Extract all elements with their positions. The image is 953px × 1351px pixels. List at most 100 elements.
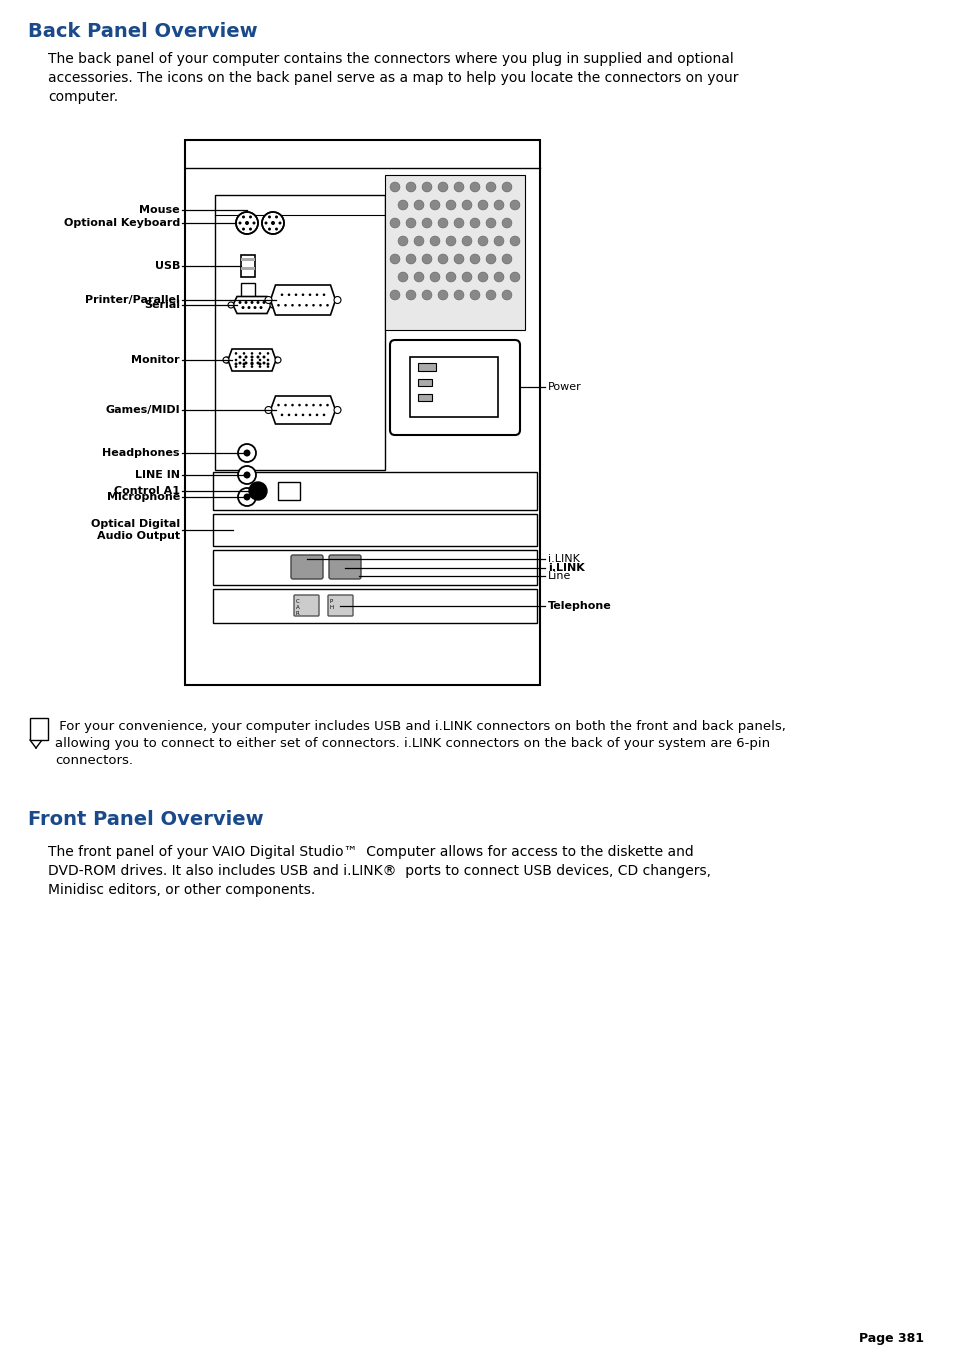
Circle shape [326,404,329,407]
Circle shape [485,290,496,300]
Circle shape [470,182,479,192]
Circle shape [430,236,439,246]
Circle shape [267,365,269,367]
Circle shape [414,236,423,246]
FancyBboxPatch shape [294,594,318,616]
Circle shape [461,236,472,246]
Circle shape [234,353,237,355]
Bar [241,255,254,277]
Circle shape [485,218,496,228]
Text: i.LINK: i.LINK [547,563,584,573]
Circle shape [242,353,245,355]
Circle shape [234,365,237,367]
Circle shape [224,357,230,363]
Circle shape [242,227,245,231]
Bar [417,380,432,386]
Circle shape [319,304,321,307]
Circle shape [454,290,463,300]
Bar [241,267,254,270]
Circle shape [251,355,253,358]
Circle shape [244,362,247,365]
Circle shape [390,218,399,228]
Circle shape [322,413,325,416]
Circle shape [253,307,256,309]
Text: Line: Line [547,571,571,581]
Circle shape [242,365,245,367]
Circle shape [334,296,340,304]
Bar [385,176,524,330]
Circle shape [262,212,284,234]
Circle shape [430,272,439,282]
Text: Printer/Parallel: Printer/Parallel [85,295,180,305]
Circle shape [268,227,271,231]
Circle shape [271,222,274,226]
Circle shape [437,290,448,300]
Text: P
H: P H [330,598,334,609]
Circle shape [238,362,241,365]
Circle shape [256,355,259,358]
Polygon shape [233,296,271,313]
Circle shape [421,254,432,263]
Circle shape [501,254,512,263]
Circle shape [309,293,311,296]
Circle shape [319,404,321,407]
Circle shape [305,404,308,407]
Circle shape [326,304,329,307]
Circle shape [253,222,255,224]
Bar [185,141,539,685]
Circle shape [265,296,272,304]
Circle shape [414,272,423,282]
Circle shape [251,301,253,304]
Circle shape [270,303,275,308]
Bar [417,394,432,401]
Circle shape [291,404,294,407]
FancyBboxPatch shape [328,594,353,616]
Bar [214,195,385,470]
Circle shape [251,362,253,365]
Text: i.LINK: i.LINK [547,554,579,563]
Text: Optical Digital
Audio Output: Optical Digital Audio Output [91,519,180,540]
Circle shape [501,290,512,300]
Circle shape [259,307,262,309]
Circle shape [274,227,277,231]
Circle shape [249,227,252,231]
Circle shape [406,254,416,263]
Text: Optional Keyboard: Optional Keyboard [64,218,180,228]
Circle shape [494,272,503,282]
Circle shape [284,404,287,407]
Bar [241,282,254,299]
Circle shape [251,365,253,367]
Text: Mouse: Mouse [139,205,180,215]
Circle shape [267,359,269,361]
Circle shape [485,182,496,192]
Circle shape [241,307,244,309]
Circle shape [291,304,294,307]
Circle shape [247,307,251,309]
Text: Back Panel Overview: Back Panel Overview [28,22,257,41]
Circle shape [294,413,297,416]
Circle shape [421,182,432,192]
Circle shape [298,304,300,307]
Circle shape [280,413,283,416]
Circle shape [256,301,259,304]
Circle shape [274,215,277,219]
Text: Monitor: Monitor [132,355,180,365]
Circle shape [397,272,408,282]
Polygon shape [228,349,275,372]
Bar [241,258,254,261]
Text: LINE IN: LINE IN [135,470,180,480]
Polygon shape [271,285,335,315]
Circle shape [258,365,261,367]
Circle shape [421,218,432,228]
Text: Telephone: Telephone [547,601,611,611]
Circle shape [235,212,257,234]
Circle shape [223,357,229,363]
Circle shape [265,407,272,413]
Circle shape [315,413,318,416]
Circle shape [262,362,265,365]
Circle shape [312,304,314,307]
Circle shape [278,222,281,224]
Text: Power: Power [547,382,581,392]
Circle shape [228,303,233,308]
FancyBboxPatch shape [291,555,323,580]
